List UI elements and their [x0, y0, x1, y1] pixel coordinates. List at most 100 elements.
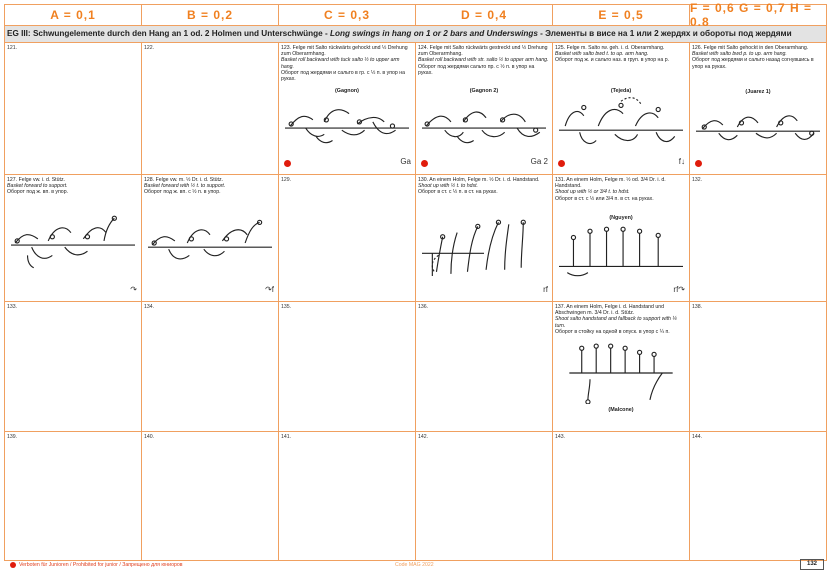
description-de: Felge m. Salto rw. geh. i. d. Oberarmhan… — [566, 45, 665, 51]
element-cell-136[interactable]: 136. — [416, 302, 553, 432]
element-cell-143[interactable]: 143. — [553, 432, 690, 561]
symbol-notation: f↓ — [678, 157, 685, 166]
description-en: Basket with salto bwd p. to up. arm hang… — [692, 51, 787, 58]
element-number: 129. — [281, 177, 292, 183]
element-description: 137. An einem Holm, Felge i. d. Handstan… — [555, 304, 686, 335]
element-cell-121[interactable]: 121. — [4, 43, 142, 175]
element-number: 123. — [281, 45, 292, 51]
element-number: 138. — [692, 304, 703, 310]
element-cell-142[interactable]: 142. — [416, 432, 553, 561]
description-ru: Оборот под жердями и сальто назад согнув… — [692, 57, 814, 70]
prohibited-for-juniors-icon — [558, 160, 565, 167]
skill-illustration — [696, 99, 820, 153]
element-cell-122[interactable]: 122. — [142, 43, 279, 175]
element-cell-128[interactable]: 128. Felge vw. m. ½ Dr. i. d. Stütz. Bask… — [142, 175, 279, 302]
symbol-notation: Ga — [400, 157, 411, 166]
description-ru: Оборот под ж. вп. с ½ п. в упор. — [144, 189, 221, 196]
symbol-notation: rf — [543, 285, 548, 294]
description-en: Shoot salto handstand and fallback to su… — [555, 316, 677, 329]
description-en: Basket forward with ½ t. to support. — [144, 183, 226, 190]
element-number: 122. — [144, 45, 155, 51]
skill-illustration — [285, 99, 409, 151]
element-cell-139[interactable]: 139. — [4, 432, 142, 561]
element-cell-129[interactable]: 129. — [279, 175, 416, 302]
prohibited-note: Verboten für Junioren / Prohibited for j… — [19, 562, 183, 568]
element-eponym: (Nguyen) — [609, 215, 633, 221]
symbol-notation: Ga 2 — [530, 157, 548, 166]
description-en: Basket roll backward with tuck salto ½ t… — [281, 57, 400, 70]
group-title-de: Schwungelemente durch den Hang an 1 od. … — [32, 29, 330, 38]
description-en: Basket with salto bwd t. to up. arm hang… — [555, 51, 649, 58]
element-description: 127. Felge vw. i. d. Stütz. Basket forwar… — [7, 177, 138, 196]
element-cell-132[interactable]: 132. — [690, 175, 827, 302]
element-cell-126[interactable]: 126. Felge mit Salto gehockt in den Ober… — [690, 43, 827, 175]
value-column-headers: A = 0,1 B = 0,2 C = 0,3 D = 0,4 E = 0,5 … — [4, 1, 827, 29]
element-number: 140. — [144, 434, 155, 440]
element-cell-135[interactable]: 135. — [279, 302, 416, 432]
element-number: 135. — [281, 304, 292, 310]
element-cell-144[interactable]: 144. — [690, 432, 827, 561]
element-number: 131. — [555, 177, 566, 183]
symbol-notation: rf↷ — [673, 285, 685, 294]
element-number: 136. — [418, 304, 429, 310]
element-description: 126. Felge mit Salto gehockt in den Ober… — [692, 45, 823, 70]
element-number: 139. — [7, 434, 18, 440]
prohibited-for-juniors-icon — [421, 160, 428, 167]
skill-illustration — [148, 213, 272, 273]
skill-illustration — [11, 213, 135, 273]
group-title-ru: - Элементы в висе на 1 или 2 жердях и об… — [537, 29, 792, 38]
column-header-a: A = 0,1 — [4, 4, 142, 26]
description-de: Felge mit Salto gehockt in den Oberarmha… — [703, 45, 809, 51]
element-cell-127[interactable]: 127. Felge vw. i. d. Stütz. Basket forwar… — [4, 175, 142, 302]
element-cell-134[interactable]: 134. — [142, 302, 279, 432]
element-cell-138[interactable]: 138. — [690, 302, 827, 432]
element-eponym: (Gagnon) — [335, 88, 359, 94]
element-cell-140[interactable]: 140. — [142, 432, 279, 561]
page-number: 132 — [800, 559, 824, 570]
element-description: 130. An einem Holm, Felge m. ½ Dr. i. d.… — [418, 177, 549, 196]
element-number: 132. — [692, 177, 703, 183]
column-header-d: D = 0,4 — [416, 4, 553, 26]
element-number: 133. — [7, 304, 18, 310]
element-eponym: (Malcone) — [608, 407, 634, 413]
description-en: Basket roll backward with str. salto ½ t… — [418, 57, 549, 64]
column-header-e: E = 0,5 — [553, 4, 690, 26]
description-de: Felge vw. i. d. Stütz. — [18, 177, 65, 183]
element-number: 141. — [281, 434, 292, 440]
element-cell-141[interactable]: 141. — [279, 432, 416, 561]
element-cell-131[interactable]: 131. An einem Holm, Felge m. ½ od. 3/4 D… — [553, 175, 690, 302]
symbol-notation: ↷f — [265, 285, 274, 294]
element-cell-123[interactable]: 123. Felge mit Salto rückwärts gehockt u… — [279, 43, 416, 175]
skill-illustration — [559, 342, 683, 404]
prohibited-for-juniors-icon — [10, 562, 16, 568]
description-en: Basket forward to support. — [7, 183, 68, 190]
group-title-en: Long swings in hang on 1 or 2 bars and U… — [330, 29, 538, 38]
description-de: An einem Holm, Felge i. d. Handstand und… — [555, 304, 665, 317]
element-description: 128. Felge vw. m. ½ Dr. i. d. Stütz. Bask… — [144, 177, 275, 196]
skill-illustration — [422, 213, 546, 277]
element-number: 143. — [555, 434, 566, 440]
element-number: 126. — [692, 45, 703, 51]
element-cell-124[interactable]: 124. Felge mit Salto rückwärts gestreckt… — [416, 43, 553, 175]
element-eponym: (Juarez 1) — [745, 89, 771, 95]
element-number: 121. — [7, 45, 18, 51]
element-cell-130[interactable]: 130. An einem Holm, Felge m. ½ Dr. i. d.… — [416, 175, 553, 302]
description-de: An einem Holm, Felge m. ½ od. 3/4 Dr. i.… — [555, 177, 666, 190]
code-page: A = 0,1 B = 0,2 C = 0,3 D = 0,4 E = 0,5 … — [4, 1, 827, 561]
prohibited-for-juniors-icon — [284, 160, 291, 167]
skill-illustration — [559, 225, 683, 283]
group-code: EG III: — [7, 29, 31, 38]
description-en: Shoot up with ½ t. to hdst. — [418, 183, 478, 190]
element-cell-133[interactable]: 133. — [4, 302, 142, 432]
element-number: 130. — [418, 177, 429, 183]
description-en: Shoot up with ½ or 3/4 t. to hdst. — [555, 189, 630, 196]
description-ru: Оборот в ст. с ½ п. в ст. на руках. — [418, 189, 498, 196]
element-cell-125[interactable]: 125. Felge m. Salto rw. geh. i. d. Obera… — [553, 43, 690, 175]
element-number: 125. — [555, 45, 566, 51]
element-cell-137[interactable]: 137. An einem Holm, Felge i. d. Handstan… — [553, 302, 690, 432]
description-de: Felge vw. m. ½ Dr. i. d. Stütz. — [155, 177, 224, 183]
column-header-c: C = 0,3 — [279, 4, 416, 26]
element-number: 137. — [555, 304, 566, 310]
element-description: 125. Felge m. Salto rw. geh. i. d. Obera… — [555, 45, 686, 64]
prohibited-for-juniors-icon — [695, 160, 702, 167]
